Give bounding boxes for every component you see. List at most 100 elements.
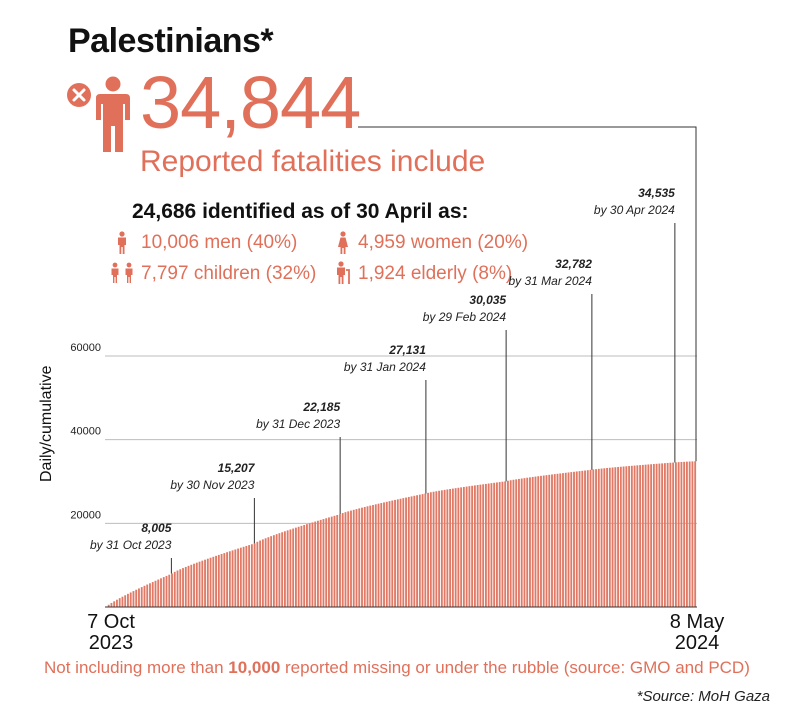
bar bbox=[272, 535, 275, 607]
bar bbox=[195, 562, 198, 607]
bar bbox=[575, 471, 578, 607]
bar bbox=[209, 557, 212, 607]
bar bbox=[694, 461, 697, 607]
bar bbox=[691, 461, 694, 607]
bar bbox=[234, 549, 237, 607]
x-end-year: 2024 bbox=[674, 632, 720, 654]
bar bbox=[446, 489, 449, 607]
bar bbox=[595, 469, 597, 607]
bar bbox=[625, 466, 628, 607]
bar bbox=[116, 599, 118, 607]
x-axis-end-label: 8 May 2024 bbox=[660, 612, 734, 654]
bar bbox=[641, 464, 644, 607]
bar bbox=[264, 538, 267, 607]
bar bbox=[562, 473, 564, 607]
bar bbox=[619, 466, 622, 607]
bar bbox=[622, 466, 625, 607]
bar bbox=[421, 494, 424, 607]
annotation-value: 15,207 bbox=[218, 461, 256, 475]
bar bbox=[677, 462, 680, 607]
bar bbox=[600, 468, 603, 607]
bar bbox=[256, 541, 259, 607]
bar bbox=[129, 592, 132, 607]
bar bbox=[253, 543, 256, 607]
bar bbox=[688, 461, 691, 607]
bar bbox=[493, 482, 496, 607]
bar bbox=[584, 470, 586, 607]
bar bbox=[567, 472, 570, 607]
bar bbox=[201, 560, 204, 607]
missing-note: Not including more than 10,000 reported … bbox=[44, 658, 750, 678]
annotation-date: by 30 Apr 2024 bbox=[594, 203, 675, 217]
bar bbox=[259, 540, 262, 607]
bar bbox=[484, 483, 487, 607]
bar bbox=[410, 496, 413, 607]
bar bbox=[336, 514, 339, 607]
bar bbox=[573, 471, 575, 607]
bar bbox=[261, 539, 264, 607]
bar bbox=[462, 486, 465, 607]
bar bbox=[443, 489, 446, 607]
bar bbox=[650, 464, 653, 607]
annotation-value: 8,005 bbox=[141, 521, 171, 535]
bar bbox=[614, 467, 617, 607]
bar bbox=[495, 482, 498, 607]
bar bbox=[449, 489, 452, 607]
bar bbox=[520, 478, 523, 607]
bar bbox=[286, 530, 289, 607]
chart-title: Palestinians* bbox=[68, 22, 274, 60]
children-count: 7,797 children (32%) bbox=[141, 263, 317, 284]
bar bbox=[372, 504, 374, 607]
bar bbox=[333, 515, 336, 607]
total-fatalities: 34,844 bbox=[140, 61, 361, 144]
bar bbox=[435, 491, 438, 607]
woman-icon bbox=[338, 231, 348, 254]
bar bbox=[504, 481, 507, 607]
bar bbox=[639, 465, 642, 607]
bar bbox=[683, 461, 686, 607]
bar bbox=[306, 524, 308, 607]
bar bbox=[490, 483, 493, 607]
bar bbox=[427, 492, 430, 607]
bar bbox=[380, 503, 383, 607]
bar bbox=[655, 463, 658, 607]
bar bbox=[187, 565, 190, 607]
bar bbox=[396, 499, 399, 607]
bar bbox=[385, 501, 388, 607]
bar bbox=[405, 497, 407, 607]
bar bbox=[628, 466, 631, 607]
bar bbox=[217, 554, 220, 607]
annotation-date: by 29 Feb 2024 bbox=[423, 310, 507, 324]
bar bbox=[603, 468, 606, 607]
bar bbox=[526, 477, 529, 607]
bar bbox=[487, 483, 490, 607]
bar bbox=[361, 507, 363, 607]
bar bbox=[451, 488, 454, 607]
bar bbox=[432, 491, 435, 607]
source-note: *Source: MoH Gaza bbox=[636, 688, 770, 705]
bar bbox=[630, 465, 633, 607]
bar bbox=[529, 477, 531, 607]
person-icon bbox=[96, 76, 130, 152]
missing-note-pre: Not including more than bbox=[44, 658, 229, 677]
bar bbox=[198, 561, 201, 607]
bar bbox=[471, 485, 474, 607]
bar bbox=[330, 516, 333, 607]
bar bbox=[314, 521, 317, 607]
fatalities-subtitle: Reported fatalities include bbox=[140, 145, 486, 178]
annotation-date: by 30 Nov 2023 bbox=[170, 478, 254, 492]
bar bbox=[608, 467, 611, 607]
bar bbox=[391, 500, 394, 607]
bar bbox=[248, 545, 251, 607]
bar bbox=[118, 598, 121, 607]
total-leader bbox=[358, 126, 697, 462]
bar bbox=[308, 523, 311, 607]
bar bbox=[138, 588, 140, 607]
elderly-count: 1,924 elderly (8%) bbox=[358, 263, 513, 284]
bar bbox=[457, 487, 460, 607]
bar bbox=[250, 544, 253, 607]
bar bbox=[652, 464, 655, 607]
bar bbox=[545, 475, 548, 607]
bar bbox=[501, 481, 504, 607]
bar bbox=[617, 466, 620, 607]
